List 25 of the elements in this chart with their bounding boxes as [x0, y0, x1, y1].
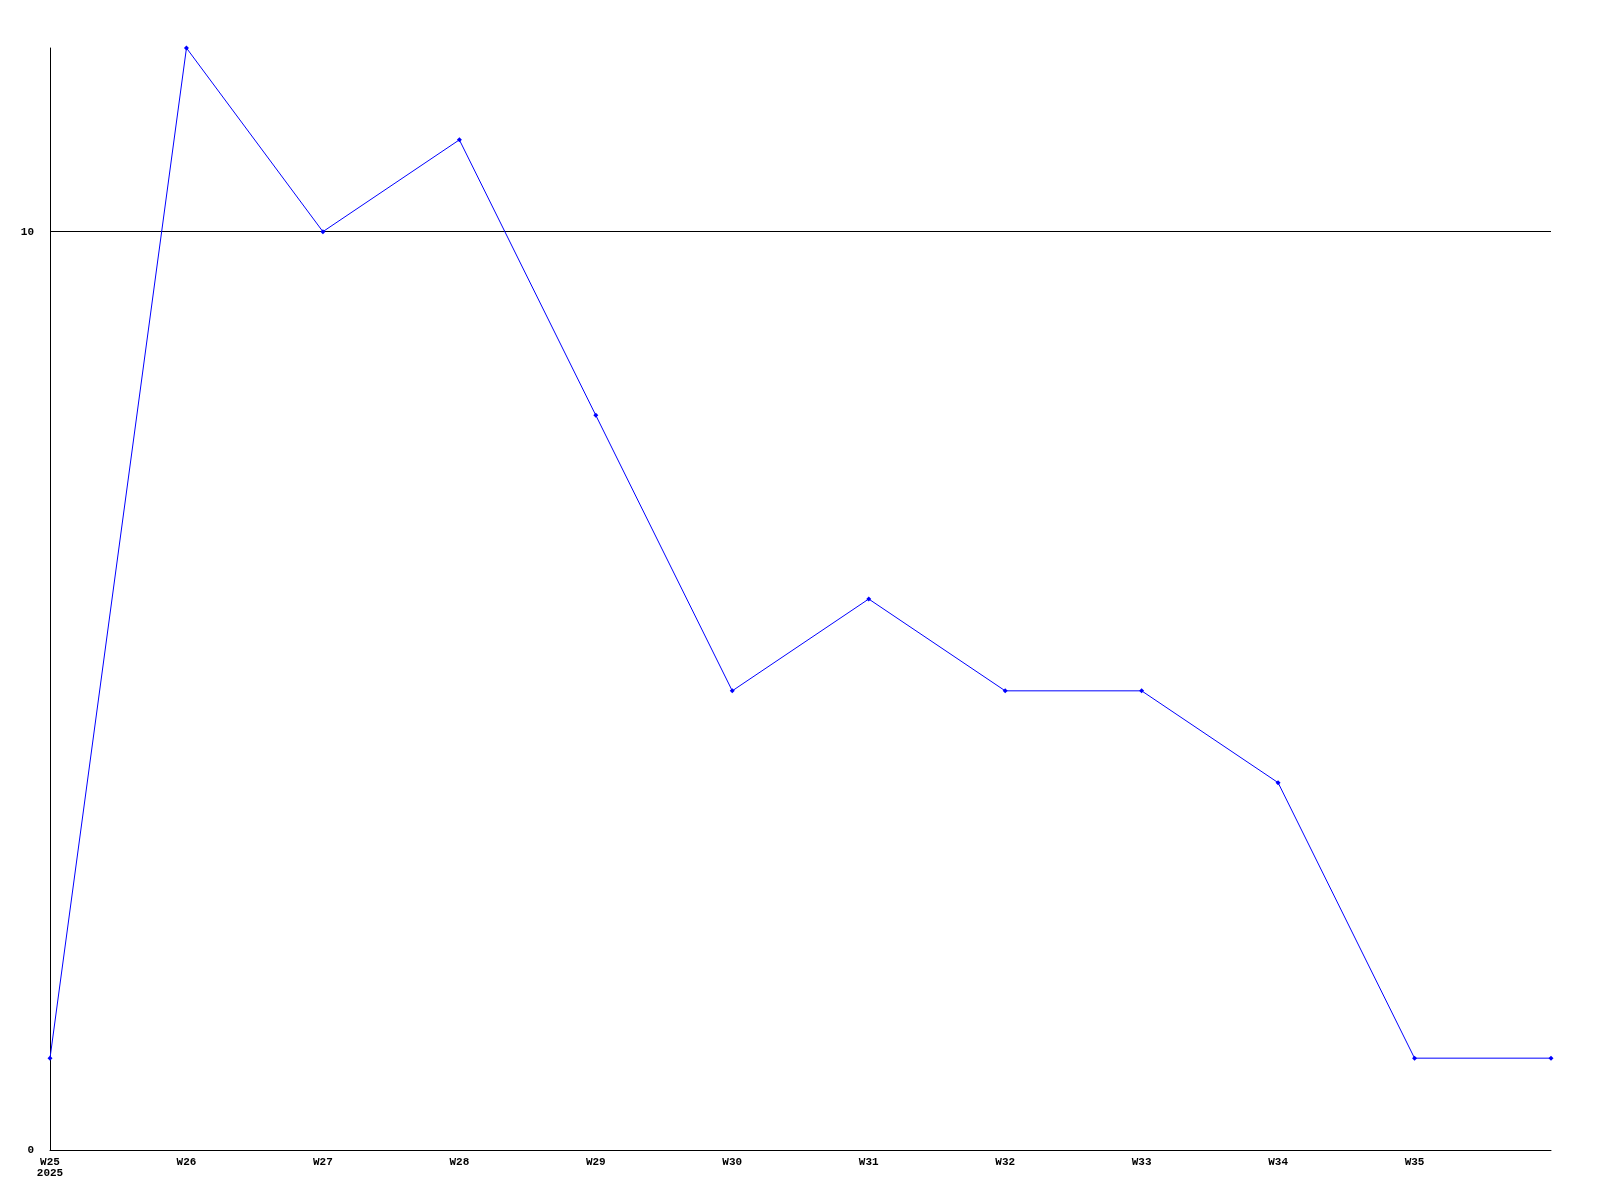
x-tick-label: W29	[585, 1155, 606, 1168]
x-tick-label: W27	[313, 1155, 333, 1168]
x-tick-label: W25 2025	[36, 1155, 64, 1179]
x-tick-label: W26	[176, 1155, 197, 1168]
point	[1139, 688, 1145, 694]
x-tick-label: W30	[722, 1155, 743, 1168]
x-tick-label: W35	[1404, 1155, 1425, 1168]
point	[729, 688, 735, 694]
x-tick-label: W32	[995, 1155, 1016, 1168]
x-tick-label: W34	[1268, 1155, 1289, 1168]
x-tick-label: W33	[1131, 1155, 1152, 1168]
y-tick-label: 10	[20, 225, 34, 238]
x-tick-label: W31	[858, 1155, 880, 1168]
point	[1412, 1055, 1418, 1061]
point	[456, 137, 462, 143]
point	[320, 229, 326, 235]
point	[1548, 1055, 1554, 1061]
x-tick-label: W28	[449, 1155, 470, 1168]
point	[593, 412, 599, 418]
point	[47, 1055, 53, 1061]
point	[1275, 780, 1281, 786]
point	[866, 596, 872, 602]
point	[1002, 688, 1008, 694]
y-tick-label: 0	[27, 1144, 34, 1156]
point	[183, 45, 189, 51]
